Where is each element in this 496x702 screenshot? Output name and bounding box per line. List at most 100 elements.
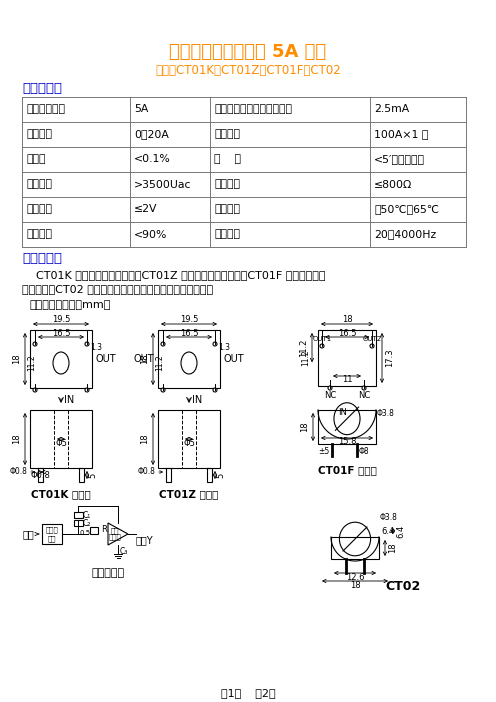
Circle shape [85,388,89,392]
Bar [74,520,83,526]
Text: C₁: C₁ [83,510,91,519]
Text: CT01K 为宽边输出穿心立式；CT01Z 为窄边输出穿心立式；CT01F 为宽边输出，: CT01K 为宽边输出穿心立式；CT01Z 为窄边输出穿心立式；CT01F 为宽… [22,270,325,280]
Text: CT02: CT02 [385,581,420,593]
Bar [318,330,376,386]
Text: 0～20A: 0～20A [134,129,169,140]
Text: 6.4: 6.4 [381,526,394,536]
Text: 隔离耐压: 隔离耐压 [26,180,52,190]
Bar [318,410,376,444]
Text: 安装方法：: 安装方法： [22,253,62,265]
Text: CT01K 管脚图: CT01K 管脚图 [31,489,91,499]
Text: 1.3: 1.3 [218,343,230,352]
Circle shape [362,386,366,390]
Text: 11.2: 11.2 [300,338,309,357]
Text: 16.5: 16.5 [52,329,70,338]
Bar [90,527,98,534]
Text: 性能参数：: 性能参数： [22,81,62,95]
Text: 输出Y: 输出Y [136,535,154,545]
Text: 11.2: 11.2 [302,350,310,366]
Text: 19.5: 19.5 [180,315,198,324]
Text: 额定输入电流: 额定输入电流 [26,105,65,114]
Text: 20～4000Hz: 20～4000Hz [374,230,436,239]
Text: 15.8: 15.8 [338,437,356,446]
Circle shape [33,388,37,392]
Text: 使用温度: 使用温度 [214,204,240,215]
Text: NC: NC [324,390,336,399]
Text: 线性度: 线性度 [26,154,46,164]
Circle shape [320,344,324,348]
Text: OUT: OUT [224,354,245,364]
Text: C₃: C₃ [120,548,128,557]
Text: 额定输出电流（二次电流）: 额定输出电流（二次电流） [214,105,292,114]
Bar [158,410,220,468]
Bar [166,468,171,482]
Bar [207,468,212,482]
Text: 100A×1 秒: 100A×1 秒 [374,129,429,140]
Bar [30,330,92,388]
Text: IN: IN [338,409,347,418]
Text: 18: 18 [140,434,149,444]
Text: 微型精密电流互感器 5A 系列: 微型精密电流互感器 5A 系列 [170,43,326,61]
Text: ≤800Ω: ≤800Ω [374,180,412,190]
Text: C₂: C₂ [83,519,91,527]
Text: 18: 18 [350,581,360,590]
Text: 12.6: 12.6 [346,573,364,581]
Text: 2.5mA: 2.5mA [374,105,409,114]
Text: 17.3: 17.3 [385,349,394,367]
Text: 线性范围: 线性范围 [26,129,52,140]
Text: 6.4: 6.4 [396,524,406,538]
Text: 频率范围: 频率范围 [214,230,240,239]
Text: Φ8: Φ8 [359,446,370,456]
Circle shape [213,388,217,392]
Bar [74,512,83,518]
Text: 运算: 运算 [111,528,119,534]
Text: 输出电压: 输出电压 [26,204,52,215]
Text: Φ0.8: Φ0.8 [9,468,27,477]
Text: 管脚图：（单位：mm）: 管脚图：（单位：mm） [30,300,112,310]
Text: CT01Z 管脚图: CT01Z 管脚图 [159,489,219,499]
Text: 18: 18 [342,315,352,324]
Bar [30,410,92,468]
Text: <0.1%: <0.1% [134,154,171,164]
Text: －50℃～65℃: －50℃～65℃ [374,204,439,215]
Text: 16.5: 16.5 [338,329,356,338]
Text: 输入: 输入 [22,529,34,539]
Text: 0.5: 0.5 [79,530,90,536]
Text: 型号：CT01K、CT01Z、CT01F、CT02: 型号：CT01K、CT01Z、CT01F、CT02 [155,63,341,77]
Text: CT01F 管脚图: CT01F 管脚图 [317,465,376,475]
Text: Φ0.8: Φ0.8 [31,472,51,480]
Text: >3500Uac: >3500Uac [134,180,191,190]
Text: 变本: 变本 [48,536,56,543]
Text: 16.5: 16.5 [180,329,198,338]
Text: Φ5: Φ5 [55,439,67,447]
Text: NC: NC [358,390,370,399]
Circle shape [161,388,165,392]
Circle shape [328,386,332,390]
Text: Φ0.8: Φ0.8 [137,468,155,477]
Text: 推荐电路图: 推荐电路图 [91,568,124,578]
Text: 互感器: 互感器 [46,526,59,534]
Text: OUT: OUT [96,354,117,364]
Text: IN: IN [64,395,74,405]
Circle shape [161,342,165,346]
Circle shape [370,344,374,348]
Text: 11.2: 11.2 [156,355,165,371]
Text: 5: 5 [88,472,98,477]
Text: 穿心卧式；CT02 只有两脚，起输出和固定作用，穿心卧式。: 穿心卧式；CT02 只有两脚，起输出和固定作用，穿心卧式。 [22,284,213,294]
Text: 放大器: 放大器 [109,534,122,541]
Text: 相对湿度: 相对湿度 [26,230,52,239]
Text: 11: 11 [342,376,352,385]
Text: Φ3.8: Φ3.8 [380,513,398,522]
Text: R: R [101,526,107,534]
Text: 18: 18 [301,422,310,432]
Text: ±5: ±5 [318,446,329,456]
Text: <90%: <90% [134,230,167,239]
Bar [42,524,62,544]
Text: 18: 18 [140,354,149,364]
Text: 5: 5 [216,472,226,477]
Text: OUT2: OUT2 [363,336,381,342]
Text: 1.3: 1.3 [90,343,102,352]
Bar [79,468,84,482]
Text: ≤2V: ≤2V [134,204,158,215]
Text: 5A: 5A [134,105,148,114]
